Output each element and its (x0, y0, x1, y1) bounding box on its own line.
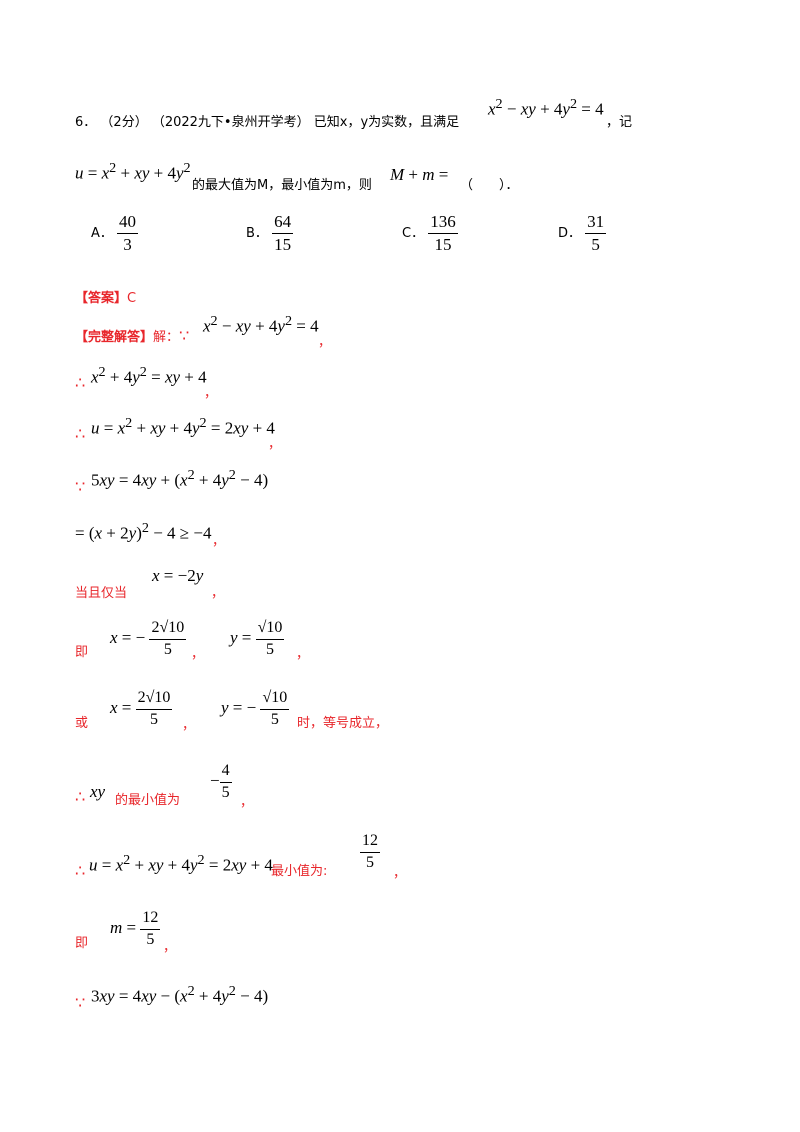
therefore-symbol-4: ∴ (75, 861, 86, 880)
comma-11: ， (163, 940, 177, 955)
therefore-symbol-3: ∴ (75, 787, 86, 806)
comma-9: ， (240, 795, 254, 810)
question-text-3: 的最大值为M，最小值为m，则 (192, 178, 372, 193)
x-value-1-fraction: 2√10 5 (149, 619, 187, 658)
option-a-label: A． (91, 225, 113, 241)
y-value-2: y = − √10 5 (221, 689, 290, 728)
answer-value: C (127, 291, 137, 306)
comma-7: ， (296, 647, 310, 662)
m-value: m = 12 5 (110, 909, 161, 948)
question-line-1: 6． （2分） （2022九下•泉州开学考） 已知x，y为实数，且满足 (75, 111, 459, 130)
option-c[interactable]: C． 136 15 (402, 213, 458, 254)
y-value-1-fraction: √10 5 (255, 619, 285, 658)
m-value-fraction: 12 5 (140, 909, 161, 948)
solution-step-4: 5xy = 4xy + (x2 + 4y2 − 4) (91, 467, 269, 490)
xy-min-fraction: 4 5 (219, 762, 232, 801)
option-b-fraction: 64 15 (272, 212, 294, 254)
u-min-value: 12 5 (360, 832, 380, 872)
because-symbol-3: ∵ (75, 993, 86, 1012)
comma-10: ， (393, 866, 407, 881)
option-d-label: D． (558, 225, 582, 241)
when-text: 当且仅当 (75, 586, 128, 601)
question-text-2: ，记 (606, 115, 633, 130)
option-a-fraction: 40 3 (117, 212, 139, 254)
because-symbol-2: ∵ (75, 477, 86, 496)
solution-step-5: = (x + 2y)2 − 4 ≥ −4 (75, 520, 212, 543)
condition-formula: x2 − xy + 4y2 = 4 (488, 96, 604, 119)
x-value-2: x = 2√10 5 (110, 689, 173, 728)
question-source: （2022九下•泉州开学考） (151, 115, 310, 130)
solution-step-1: x2 − xy + 4y2 = 4 (203, 313, 319, 336)
comma-8: ， (182, 718, 196, 733)
huo-text: 或 (75, 716, 89, 731)
answer-tag: 【答案】 (75, 291, 128, 306)
solution-header: 【完整解答】解：∵ (75, 326, 189, 345)
question-score: （2分） (100, 115, 148, 130)
comma-4: ， (212, 534, 226, 549)
question-text-4: （ ）． (460, 178, 519, 193)
xy-symbol: xy (90, 782, 106, 801)
therefore-symbol-1: ∴ (75, 373, 86, 392)
u-formula: u = x2 + xy + 4y2 (75, 160, 191, 183)
comma-6: ， (191, 647, 205, 662)
min-of-text: 的最小值为 (115, 793, 181, 808)
equality-text: 时，等号成立， (297, 716, 389, 731)
condition-x-eq: x = −2y (152, 566, 204, 585)
ji-text-1: 即 (75, 645, 89, 660)
m-sum-formula: M + m = (390, 165, 449, 184)
option-d-fraction: 31 5 (585, 212, 607, 254)
option-a[interactable]: A． 40 3 (91, 212, 139, 254)
comma-3: ， (268, 437, 282, 452)
xy-min-value: − 4 5 (210, 762, 232, 801)
x-value-1: x = − 2√10 5 (110, 619, 187, 658)
ji-text-2: 即 (75, 936, 89, 951)
comma-1: ， (318, 335, 332, 350)
option-d[interactable]: D． 31 5 (558, 212, 607, 254)
solution-step-2: x2 + 4y2 = xy + 4 (91, 364, 207, 387)
option-c-fraction: 136 15 (428, 212, 458, 254)
option-b[interactable]: B． 64 15 (246, 212, 294, 254)
solution-step-12: 3xy = 4xy − (x2 + 4y2 − 4) (91, 983, 269, 1006)
solution-step-10: u = x2 + xy + 4y2 = 2xy + 4 (89, 852, 273, 875)
u-min-fraction: 12 5 (360, 832, 380, 871)
option-b-label: B． (246, 225, 268, 241)
answer-line: 【答案】C (75, 287, 136, 306)
comma-2: ， (204, 386, 218, 401)
solution-step-3: u = x2 + xy + 4y2 = 2xy + 4 (91, 415, 275, 438)
solution-jie: 解： (153, 330, 180, 345)
question-text-1: 已知x，y为实数，且满足 (313, 115, 460, 130)
y-value-2-fraction: √10 5 (260, 689, 290, 728)
therefore-symbol-2: ∴ (75, 424, 86, 443)
question-number: 6． (75, 115, 97, 130)
x-value-2-fraction: 2√10 5 (135, 689, 173, 728)
option-c-label: C． (402, 225, 425, 241)
because-symbol: ∵ (179, 326, 190, 345)
solution-tag: 【完整解答】 (75, 330, 154, 345)
y-value-1: y = √10 5 (230, 619, 285, 658)
min-is-text: 最小值为: (271, 864, 328, 879)
comma-5: ， (211, 586, 225, 601)
